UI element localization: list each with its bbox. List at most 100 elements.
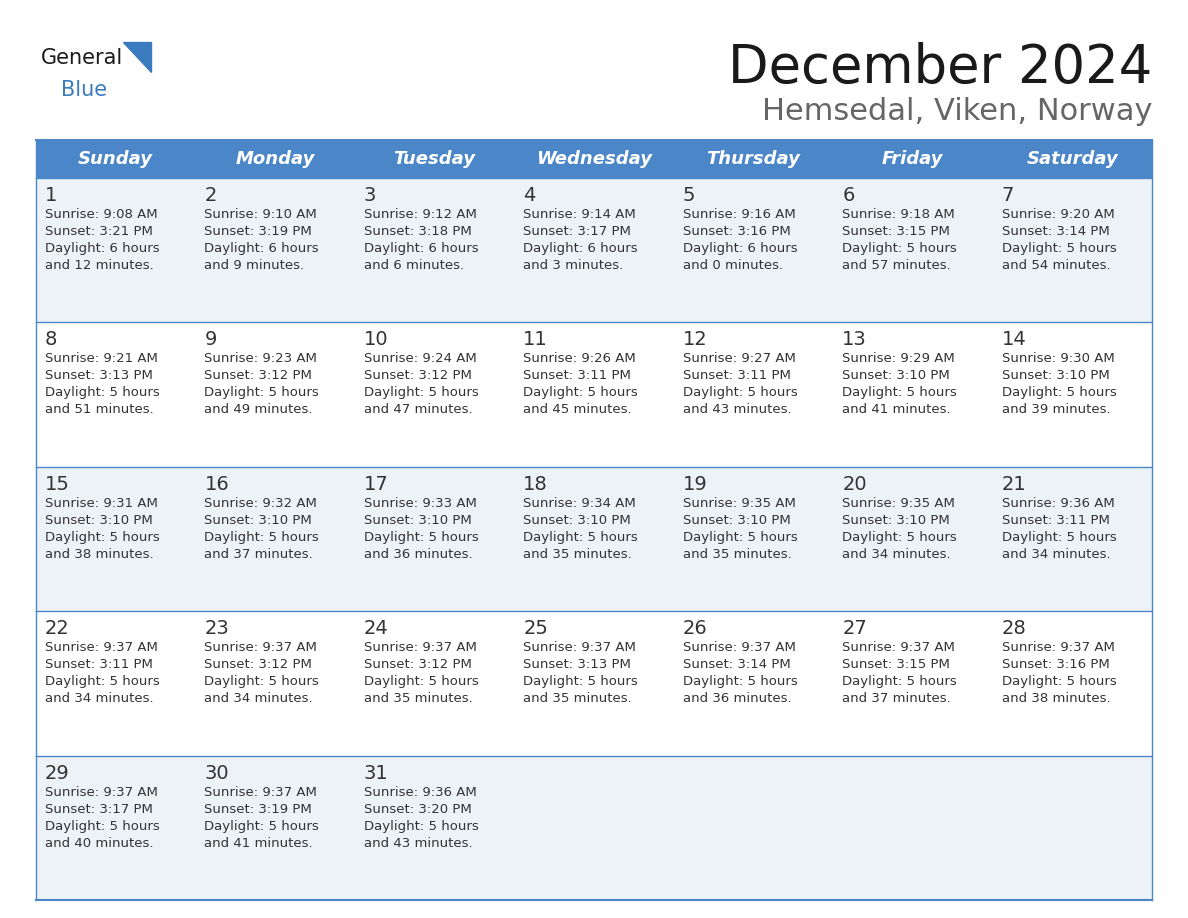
Text: Daylight: 5 hours: Daylight: 5 hours: [364, 386, 479, 399]
Text: Sunset: 3:14 PM: Sunset: 3:14 PM: [683, 658, 790, 671]
Text: Sunrise: 9:37 AM: Sunrise: 9:37 AM: [45, 641, 158, 655]
Text: Sunset: 3:11 PM: Sunset: 3:11 PM: [683, 369, 790, 383]
Text: Sunrise: 9:33 AM: Sunrise: 9:33 AM: [364, 497, 476, 509]
Text: Wednesday: Wednesday: [536, 150, 652, 168]
Text: Hemsedal, Viken, Norway: Hemsedal, Viken, Norway: [762, 97, 1152, 127]
Text: Sunset: 3:12 PM: Sunset: 3:12 PM: [364, 658, 472, 671]
Text: General: General: [42, 48, 124, 68]
Text: 31: 31: [364, 764, 388, 783]
Text: 7: 7: [1001, 186, 1013, 205]
Text: Sunrise: 9:37 AM: Sunrise: 9:37 AM: [364, 641, 476, 655]
Text: and 54 minutes.: and 54 minutes.: [1001, 259, 1111, 272]
Text: Sunset: 3:13 PM: Sunset: 3:13 PM: [523, 658, 631, 671]
Text: Sunset: 3:16 PM: Sunset: 3:16 PM: [683, 225, 790, 238]
Text: 24: 24: [364, 620, 388, 638]
Bar: [36, 756, 196, 900]
Text: Sunrise: 9:35 AM: Sunrise: 9:35 AM: [683, 497, 796, 509]
Text: Daylight: 5 hours: Daylight: 5 hours: [364, 531, 479, 543]
Text: 26: 26: [683, 620, 708, 638]
Text: Sunrise: 9:08 AM: Sunrise: 9:08 AM: [45, 208, 158, 221]
Text: Daylight: 5 hours: Daylight: 5 hours: [204, 676, 320, 688]
Text: and 36 minutes.: and 36 minutes.: [364, 548, 473, 561]
Bar: [833, 466, 992, 611]
Text: December 2024: December 2024: [728, 42, 1152, 94]
Bar: [355, 322, 514, 466]
Text: Tuesday: Tuesday: [393, 150, 475, 168]
Bar: [36, 178, 196, 322]
Text: Sunrise: 9:34 AM: Sunrise: 9:34 AM: [523, 497, 636, 509]
Text: Sunset: 3:21 PM: Sunset: 3:21 PM: [45, 225, 153, 238]
Text: 9: 9: [204, 330, 216, 350]
Text: Sunrise: 9:24 AM: Sunrise: 9:24 AM: [364, 353, 476, 365]
Text: Sunset: 3:18 PM: Sunset: 3:18 PM: [364, 225, 472, 238]
Text: and 34 minutes.: and 34 minutes.: [1001, 548, 1111, 561]
Text: Daylight: 5 hours: Daylight: 5 hours: [1001, 531, 1117, 543]
Text: and 35 minutes.: and 35 minutes.: [683, 548, 791, 561]
Text: Sunset: 3:16 PM: Sunset: 3:16 PM: [1001, 658, 1110, 671]
Text: Sunset: 3:12 PM: Sunset: 3:12 PM: [204, 658, 312, 671]
Text: Sunrise: 9:21 AM: Sunrise: 9:21 AM: [45, 353, 158, 365]
Text: Sunset: 3:10 PM: Sunset: 3:10 PM: [45, 514, 153, 527]
Text: 19: 19: [683, 475, 708, 494]
Text: 8: 8: [45, 330, 57, 350]
Text: Sunset: 3:17 PM: Sunset: 3:17 PM: [45, 802, 153, 815]
Text: Daylight: 6 hours: Daylight: 6 hours: [204, 242, 320, 255]
Text: and 39 minutes.: and 39 minutes.: [1001, 403, 1111, 417]
Bar: [514, 611, 674, 756]
Bar: [992, 322, 1152, 466]
Text: Thursday: Thursday: [707, 150, 801, 168]
Text: and 35 minutes.: and 35 minutes.: [523, 548, 632, 561]
Text: Daylight: 6 hours: Daylight: 6 hours: [364, 242, 479, 255]
Text: Daylight: 5 hours: Daylight: 5 hours: [842, 242, 956, 255]
Text: Sunset: 3:10 PM: Sunset: 3:10 PM: [842, 514, 950, 527]
Text: and 6 minutes.: and 6 minutes.: [364, 259, 465, 272]
Text: Sunrise: 9:14 AM: Sunrise: 9:14 AM: [523, 208, 636, 221]
Text: Sunset: 3:19 PM: Sunset: 3:19 PM: [204, 802, 312, 815]
Text: Sunrise: 9:30 AM: Sunrise: 9:30 AM: [1001, 353, 1114, 365]
Text: and 34 minutes.: and 34 minutes.: [842, 548, 950, 561]
Text: Sunrise: 9:37 AM: Sunrise: 9:37 AM: [204, 786, 317, 799]
Text: 12: 12: [683, 330, 708, 350]
Text: Daylight: 5 hours: Daylight: 5 hours: [683, 386, 797, 399]
Text: and 38 minutes.: and 38 minutes.: [1001, 692, 1111, 705]
Text: Sunrise: 9:20 AM: Sunrise: 9:20 AM: [1001, 208, 1114, 221]
Text: 10: 10: [364, 330, 388, 350]
Text: Sunset: 3:13 PM: Sunset: 3:13 PM: [45, 369, 153, 383]
Text: and 36 minutes.: and 36 minutes.: [683, 692, 791, 705]
Text: 15: 15: [45, 475, 70, 494]
Text: Daylight: 5 hours: Daylight: 5 hours: [1001, 676, 1117, 688]
Text: Sunrise: 9:23 AM: Sunrise: 9:23 AM: [204, 353, 317, 365]
Text: Sunrise: 9:37 AM: Sunrise: 9:37 AM: [523, 641, 636, 655]
Text: 18: 18: [523, 475, 548, 494]
Text: Sunrise: 9:29 AM: Sunrise: 9:29 AM: [842, 353, 955, 365]
Text: 30: 30: [204, 764, 229, 783]
Text: Daylight: 5 hours: Daylight: 5 hours: [364, 676, 479, 688]
Bar: [355, 756, 514, 900]
Text: Sunrise: 9:37 AM: Sunrise: 9:37 AM: [683, 641, 796, 655]
Bar: [514, 178, 674, 322]
Text: Daylight: 6 hours: Daylight: 6 hours: [523, 242, 638, 255]
Text: Daylight: 5 hours: Daylight: 5 hours: [364, 820, 479, 833]
Text: Sunset: 3:15 PM: Sunset: 3:15 PM: [842, 225, 950, 238]
Bar: [674, 466, 833, 611]
Text: 23: 23: [204, 620, 229, 638]
Text: and 34 minutes.: and 34 minutes.: [204, 692, 314, 705]
Bar: [196, 466, 355, 611]
Text: Sunrise: 9:26 AM: Sunrise: 9:26 AM: [523, 353, 636, 365]
Bar: [833, 756, 992, 900]
Text: Sunset: 3:15 PM: Sunset: 3:15 PM: [842, 658, 950, 671]
Bar: [36, 466, 196, 611]
Bar: [355, 611, 514, 756]
Text: Blue: Blue: [61, 80, 107, 100]
Text: Monday: Monday: [235, 150, 315, 168]
Bar: [36, 140, 1152, 178]
Text: Sunset: 3:11 PM: Sunset: 3:11 PM: [45, 658, 153, 671]
Text: Sunrise: 9:27 AM: Sunrise: 9:27 AM: [683, 353, 796, 365]
Bar: [674, 322, 833, 466]
Text: Sunset: 3:12 PM: Sunset: 3:12 PM: [204, 369, 312, 383]
Text: Daylight: 5 hours: Daylight: 5 hours: [842, 386, 956, 399]
Text: Saturday: Saturday: [1026, 150, 1118, 168]
Text: Daylight: 5 hours: Daylight: 5 hours: [683, 531, 797, 543]
Text: 25: 25: [523, 620, 548, 638]
Text: and 37 minutes.: and 37 minutes.: [204, 548, 314, 561]
